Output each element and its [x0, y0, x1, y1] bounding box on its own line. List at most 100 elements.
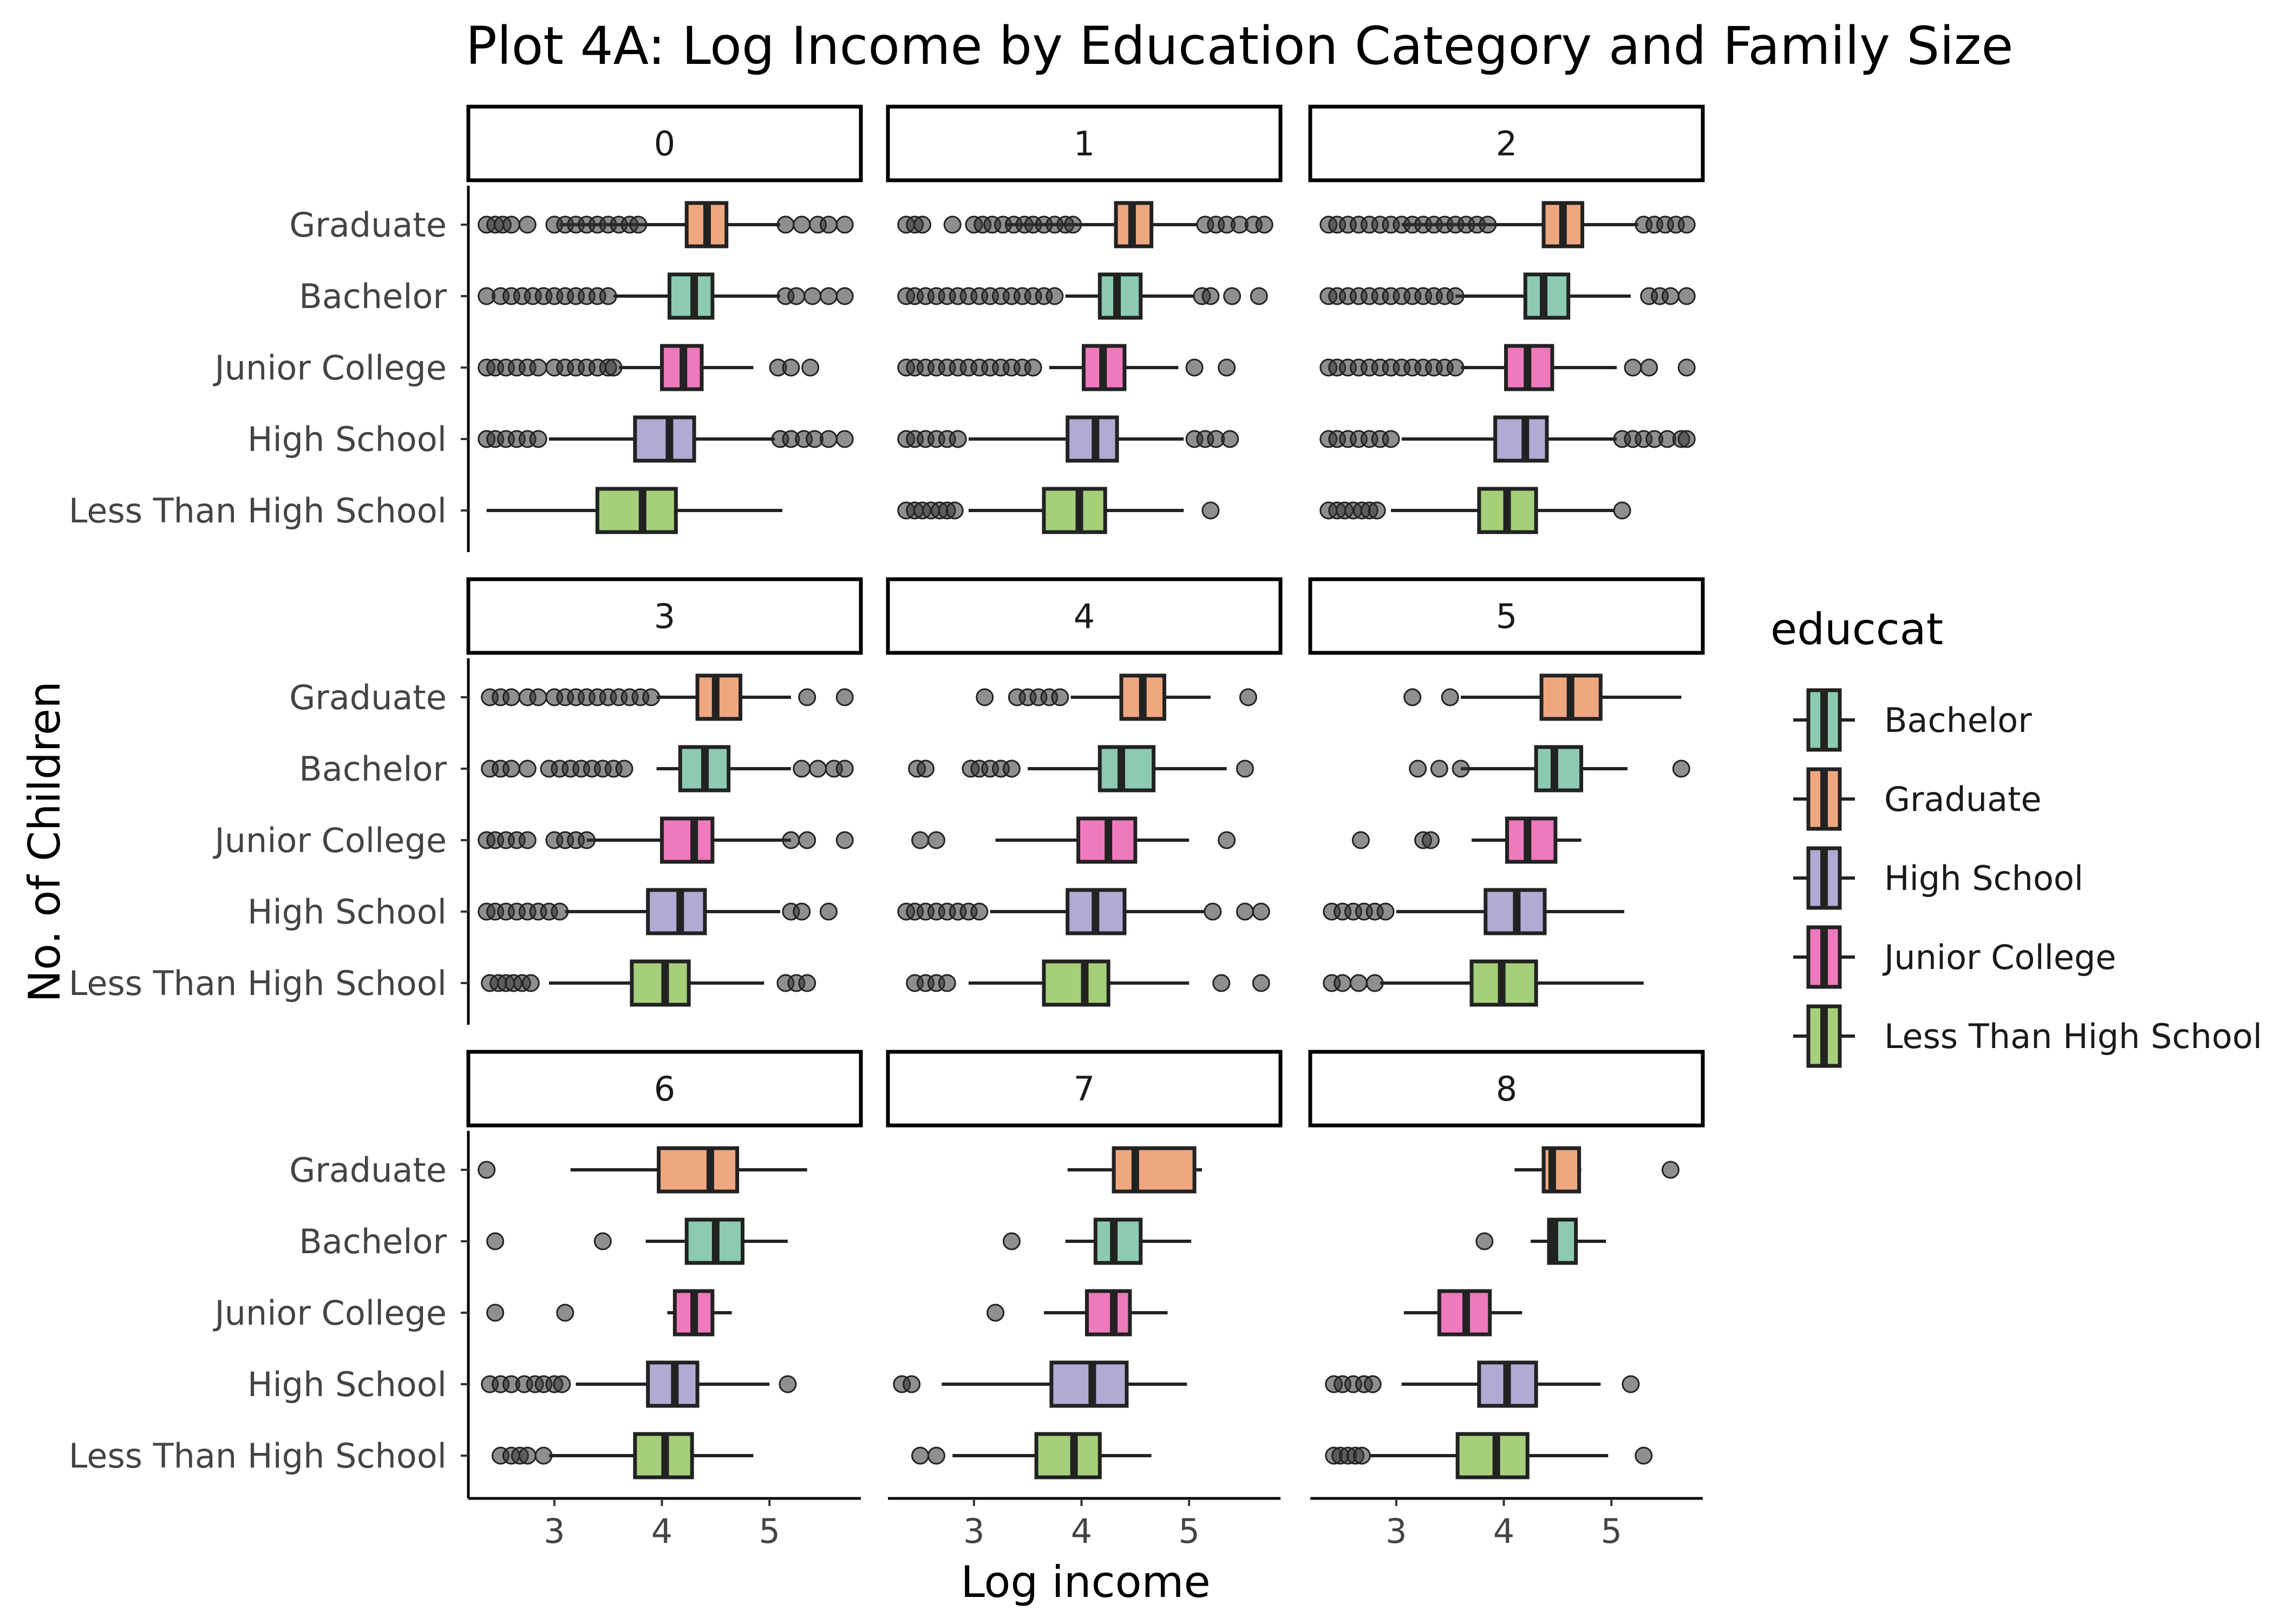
outlier-point	[1201, 501, 1220, 520]
x-tick-label: 3	[1386, 1511, 1407, 1551]
x-tick-label: 5	[759, 1511, 780, 1551]
outlier-point	[793, 759, 811, 778]
boxplot-bachelor	[1409, 745, 1690, 793]
boxplot-graduate	[481, 673, 854, 721]
facet-panel-4: 4	[886, 577, 1283, 1007]
outlier-point	[945, 501, 964, 520]
y-tick-label: Graduate	[289, 1150, 447, 1190]
iqr-box	[1042, 487, 1107, 534]
facet-strip-label: 8	[1496, 1069, 1517, 1109]
facet-panel-2: 2	[1308, 104, 1705, 534]
facet-strip-label: 6	[654, 1069, 675, 1109]
x-tick-label: 3	[963, 1511, 984, 1551]
facet-strip	[886, 1050, 1283, 1128]
facet-strip-label: 2	[1496, 124, 1517, 163]
boxplot-less-than-high-school	[481, 959, 816, 1007]
y-tick-label: Bachelor	[299, 749, 447, 789]
outlier-point	[1624, 358, 1642, 377]
facet-strip-label: 3	[654, 597, 675, 636]
outlier-point	[502, 759, 520, 778]
outlier-point	[803, 287, 822, 305]
outlier-point	[1613, 501, 1631, 520]
facet-panels: 0 Graduate Bachelor Junior College High Scho…	[69, 104, 1705, 1551]
outlier-point	[976, 688, 994, 706]
boxplot-graduate	[478, 201, 854, 248]
outlier-point	[615, 759, 633, 778]
outlier-point	[1201, 287, 1220, 305]
outlier-point	[502, 215, 520, 234]
legend-label: Graduate	[1884, 780, 2042, 819]
iqr-box	[1112, 1146, 1197, 1194]
outlier-point	[518, 1446, 537, 1465]
outlier-point	[1045, 287, 1064, 305]
y-tick-label: Bachelor	[299, 1222, 447, 1261]
outlier-point	[486, 1232, 505, 1250]
boxplot-junior-college	[1351, 816, 1582, 864]
boxplot-graduate	[976, 673, 1257, 721]
legend-label: Less Than High School	[1884, 1017, 2262, 1056]
outlier-point	[1622, 1375, 1640, 1393]
boxplot-less-than-high-school	[906, 959, 1270, 1007]
outlier-point	[798, 831, 816, 849]
outlier-point	[779, 1375, 797, 1393]
facet-panel-8: 8 3 4 5	[1308, 1050, 1705, 1551]
facet-panel-0: 0 Graduate Bachelor Junior College High Scho…	[69, 104, 863, 552]
outlier-point	[518, 759, 537, 778]
outlier-point	[798, 688, 816, 706]
legend-label: Junior College	[1882, 938, 2116, 977]
outlier-point	[1221, 430, 1239, 448]
boxplot-graduate	[478, 1146, 807, 1194]
y-tick-label: Less Than High School	[69, 491, 447, 531]
outlier-point	[529, 430, 547, 448]
outlier-point	[529, 688, 547, 706]
boxplot-bachelor	[486, 1217, 788, 1265]
y-tick-label: High School	[247, 892, 447, 932]
outlier-point	[502, 688, 520, 706]
facet-strip	[466, 577, 863, 655]
outlier-point	[1349, 974, 1368, 992]
outlier-point	[809, 759, 827, 778]
facet-strip-label: 4	[1074, 597, 1095, 636]
boxplot-junior-college	[478, 816, 854, 864]
outlier-point	[1218, 831, 1236, 849]
outlier-point	[1185, 358, 1204, 377]
outlier-point	[927, 1446, 945, 1465]
outlier-point	[1677, 358, 1696, 377]
boxplot-junior-college	[911, 816, 1236, 864]
x-tick-label: 4	[1071, 1511, 1092, 1551]
outlier-point	[1236, 902, 1254, 921]
iqr-box	[1084, 1289, 1132, 1337]
legend-item-junior-college: Junior College	[1793, 925, 2116, 989]
facet-strip-label: 5	[1496, 597, 1517, 636]
outlier-point	[1002, 759, 1021, 778]
outlier-point	[1252, 974, 1270, 992]
outlier-point	[1635, 1446, 1653, 1465]
y-tick-label: Junior College	[212, 348, 447, 388]
outlier-point	[1365, 974, 1384, 992]
outlier-point	[1661, 1161, 1680, 1179]
outlier-point	[835, 759, 854, 778]
outlier-point	[911, 1446, 930, 1465]
outlier-point	[577, 831, 596, 849]
outlier-point	[1661, 287, 1680, 305]
outlier-point	[1677, 215, 1696, 234]
outlier-point	[1368, 501, 1386, 520]
iqr-box	[633, 415, 696, 463]
outlier-point	[819, 215, 838, 234]
iqr-box	[1042, 959, 1110, 1007]
boxplot-high-school	[1325, 1360, 1640, 1408]
outlier-point	[553, 1375, 571, 1393]
y-tick-label: Graduate	[289, 678, 447, 717]
outlier-point	[1351, 831, 1370, 849]
outlier-point	[1255, 215, 1273, 234]
x-tick-label: 5	[1600, 1511, 1622, 1551]
outlier-point	[835, 688, 854, 706]
outlier-point	[776, 215, 795, 234]
boxplot-bachelor	[481, 745, 854, 793]
outlier-point	[1376, 902, 1395, 921]
boxplot-graduate	[1067, 1146, 1202, 1194]
boxplot-junior-college	[1319, 344, 1696, 391]
boxplot-bachelor	[1475, 1217, 1606, 1265]
outlier-point	[1382, 430, 1400, 448]
boxplot-less-than-high-school	[897, 487, 1220, 534]
